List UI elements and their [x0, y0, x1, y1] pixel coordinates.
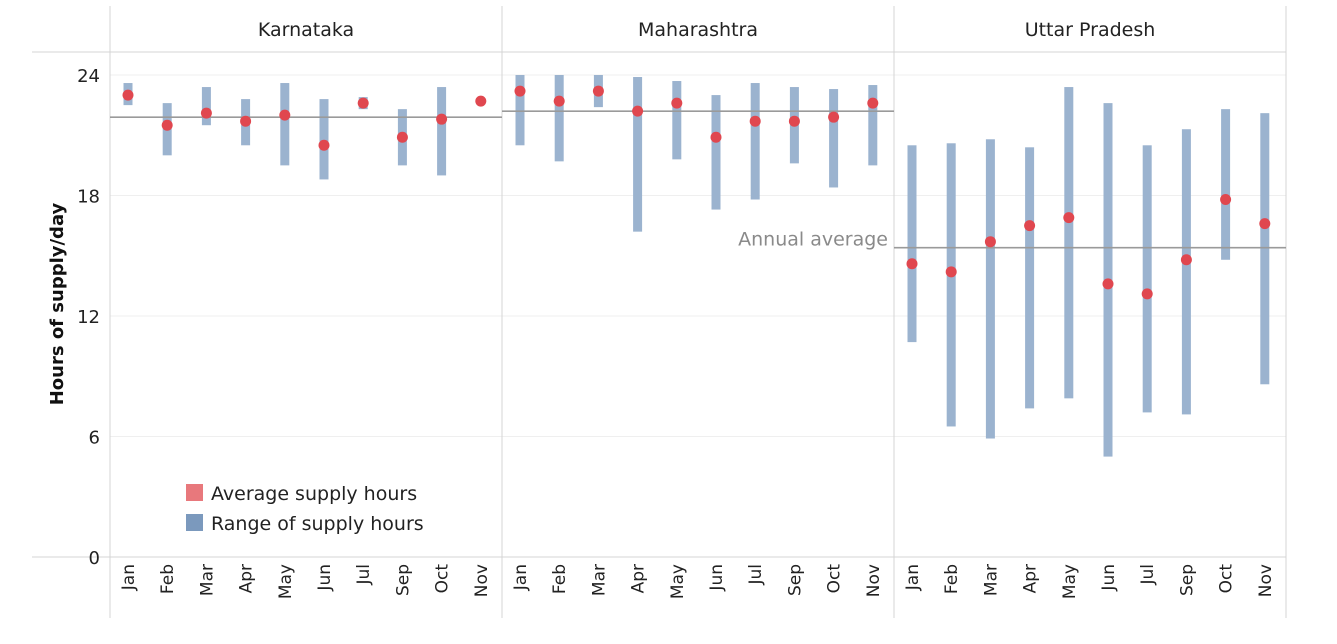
x-tick-label: Mar: [197, 564, 217, 596]
average-dot: [396, 131, 408, 143]
x-tick-label: Oct: [433, 564, 453, 594]
x-tick-label: Mar: [981, 564, 1001, 596]
y-tick-label: 24: [77, 66, 100, 87]
average-dot: [592, 85, 604, 97]
average-dot: [632, 105, 644, 117]
average-dot: [1141, 288, 1153, 300]
y-tick-label: 18: [77, 187, 100, 208]
average-dot: [945, 266, 957, 278]
range-bar: [280, 83, 290, 166]
average-dot: [240, 115, 252, 127]
average-dot: [1259, 218, 1271, 230]
range-bar: [319, 99, 329, 180]
range-bar: [1142, 145, 1152, 413]
range-bar: [711, 95, 721, 210]
x-tick-label: Jun: [1099, 564, 1119, 592]
average-dot: [788, 115, 800, 127]
x-tick-label: Nov: [1256, 564, 1276, 597]
range-bar: [672, 81, 682, 160]
x-tick-label: Nov: [472, 564, 492, 597]
average-dot: [710, 131, 722, 143]
x-tick-label: Oct: [1217, 564, 1237, 594]
annual-average-label: Annual average: [738, 229, 888, 251]
range-bar: [554, 75, 564, 162]
average-dot: [122, 89, 134, 101]
average-dot: [828, 111, 840, 123]
range-bar: [1064, 87, 1074, 399]
x-tick-label: Jun: [707, 564, 727, 592]
x-tick-label: Feb: [158, 564, 178, 594]
average-dot: [200, 107, 212, 119]
range-bar: [1181, 129, 1191, 415]
x-tick-label: Oct: [825, 564, 845, 594]
range-bar: [829, 89, 839, 188]
y-tick-label: 0: [89, 548, 100, 569]
average-dot: [984, 236, 996, 248]
x-tick-label: Nov: [864, 564, 884, 597]
range-bar: [437, 87, 447, 176]
range-bar: [201, 87, 211, 126]
x-tick-label: Jan: [511, 564, 531, 591]
legend-label: Range of supply hours: [211, 513, 424, 535]
x-tick-label: Sep: [393, 564, 413, 596]
panel-title: Karnataka: [258, 19, 354, 41]
legend-swatch: [186, 484, 203, 501]
x-tick-label: Jul: [354, 564, 374, 586]
panel-1: Maharashtra Jan Feb Mar Apr May Jun Jul Sep Oct No…: [502, 19, 894, 599]
average-dot: [436, 113, 448, 125]
panel-title: Maharashtra: [638, 19, 758, 41]
x-tick-label: Sep: [785, 564, 805, 596]
x-tick-label: Jan: [903, 564, 923, 591]
y-axis-label: Hours of supply/day: [47, 202, 68, 405]
average-dot: [1102, 278, 1114, 290]
x-tick-label: Feb: [942, 564, 962, 594]
legend-label: Average supply hours: [211, 483, 417, 505]
y-tick-label: 12: [77, 307, 100, 328]
x-tick-label: May: [1060, 564, 1080, 599]
average-dot: [318, 139, 330, 151]
average-dot: [357, 97, 369, 109]
range-bar: [1260, 113, 1270, 385]
x-tick-label: Apr: [629, 564, 649, 593]
average-dot: [1024, 220, 1036, 232]
range-bar: [985, 139, 995, 439]
average-dot: [475, 95, 487, 107]
average-dot: [1220, 194, 1232, 206]
panel-0: Karnataka Jan Feb Mar Apr May Jun Jul Sep Oct Nov: [110, 19, 502, 599]
average-dot: [749, 115, 761, 127]
x-tick-label: Feb: [550, 564, 570, 594]
range-bar: [1025, 147, 1035, 409]
x-tick-label: May: [276, 564, 296, 599]
x-tick-label: Jun: [315, 564, 335, 592]
range-bar: [946, 143, 956, 427]
range-bar: [907, 145, 917, 343]
panel-title: Uttar Pradesh: [1025, 19, 1156, 41]
x-tick-label: Apr: [1021, 564, 1041, 593]
average-dot: [1180, 254, 1192, 266]
range-bar: [515, 75, 525, 146]
average-dot: [514, 85, 526, 97]
x-tick-label: Sep: [1177, 564, 1197, 596]
range-bar: [868, 85, 878, 166]
average-dot: [279, 109, 291, 121]
x-tick-label: Mar: [589, 564, 609, 596]
average-dot: [671, 97, 683, 109]
average-dot: [553, 95, 565, 107]
y-tick-label: 6: [89, 428, 100, 449]
x-tick-label: Jan: [119, 564, 139, 591]
range-bar: [750, 83, 760, 200]
range-bar: [633, 77, 643, 232]
average-dot: [1063, 212, 1075, 224]
legend-swatch: [186, 514, 203, 531]
panel-2: Uttar Pradesh Jan Feb Mar Apr May Jun Jul Sep Oct…: [894, 19, 1286, 599]
average-dot: [906, 258, 918, 270]
x-tick-label: Jul: [746, 564, 766, 586]
x-tick-label: Apr: [237, 564, 257, 593]
range-bar: [1221, 109, 1231, 260]
x-tick-label: Jul: [1138, 564, 1158, 586]
average-dot: [161, 119, 173, 131]
x-tick-label: May: [668, 564, 688, 599]
average-dot: [867, 97, 879, 109]
